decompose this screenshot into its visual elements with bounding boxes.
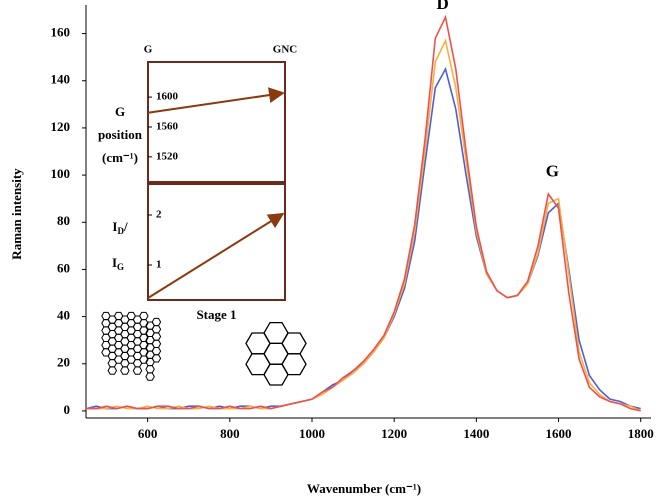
graphene-lattice-cell — [151, 317, 162, 327]
y-tick-label: 0 — [64, 402, 71, 417]
x-tick-label: 800 — [220, 426, 240, 441]
inset-x-label: Stage 1 — [196, 307, 236, 322]
inset-upper-ylabel: (cm⁻¹) — [102, 150, 138, 165]
graphene-lattice-cell — [145, 372, 155, 381]
label-sub: D — [117, 226, 124, 236]
graphene-lattice-cell — [151, 347, 162, 356]
hexagon-cluster-cell — [281, 332, 307, 355]
graphene-lattice-cell — [151, 339, 162, 348]
inset-upper-ylabel: G — [115, 104, 125, 119]
graphene-lattice-cell — [120, 366, 130, 375]
x-tick-label: 1400 — [463, 426, 489, 441]
spectrum-line — [86, 14, 641, 412]
y-tick-label: 120 — [51, 119, 71, 134]
x-tick-label: 600 — [138, 426, 158, 441]
spectrum-line — [86, 38, 642, 412]
inset-tick-label: 1600 — [156, 91, 179, 103]
y-axis-label: Raman intensity — [9, 168, 24, 260]
inset-left-label: G — [144, 44, 153, 56]
inset-tick-label: 1560 — [156, 121, 179, 133]
inset-right-label: GNC — [273, 44, 298, 56]
x-tick-label: 1600 — [546, 426, 572, 441]
inset-tick-label: 2 — [156, 209, 162, 221]
inset-arrow — [147, 87, 285, 114]
inset-arrow — [147, 212, 285, 299]
x-tick-label: 1200 — [381, 426, 407, 441]
inset-tick-label: 1 — [156, 259, 162, 271]
x-axis-label: Wavenumber (cm⁻¹) — [307, 481, 421, 496]
graphene-lattice-cell — [151, 325, 162, 334]
inset-upper-ylabel: position — [98, 127, 143, 142]
inset-lower-ylabel: IG — [112, 255, 124, 272]
graphene-lattice-cell — [145, 365, 155, 374]
hexagon-cluster-cell — [281, 353, 307, 376]
y-tick-label: 20 — [57, 355, 70, 370]
inset-upper-frame — [147, 61, 286, 184]
inset-tick-label: 1520 — [156, 150, 179, 162]
graphene-lattice-cell — [151, 354, 162, 363]
y-tick-label: 160 — [51, 25, 71, 40]
y-tick-label: 140 — [51, 72, 71, 87]
graphene-lattice-cell — [132, 366, 143, 375]
graphene-lattice-cell — [151, 332, 162, 341]
y-tick-label: 100 — [51, 166, 71, 181]
y-tick-label: 60 — [57, 260, 70, 275]
y-tick-label: 40 — [57, 308, 70, 323]
label-part: I — [112, 219, 117, 234]
inset-lower-frame — [147, 182, 286, 301]
label-part: / — [123, 219, 128, 234]
peak-label: D — [437, 0, 449, 13]
graphene-lattice-cell — [139, 355, 149, 364]
x-tick-label: 1800 — [628, 426, 654, 441]
label-sub: G — [117, 262, 124, 272]
y-tick-label: 80 — [57, 213, 70, 228]
graphene-lattice-cell — [107, 366, 118, 375]
peak-label: G — [546, 162, 559, 181]
inset-lower-ylabel: ID/ — [112, 219, 128, 236]
graphene-lattice-cell — [139, 311, 149, 321]
x-tick-label: 1000 — [299, 426, 325, 441]
label-part: I — [112, 255, 117, 270]
